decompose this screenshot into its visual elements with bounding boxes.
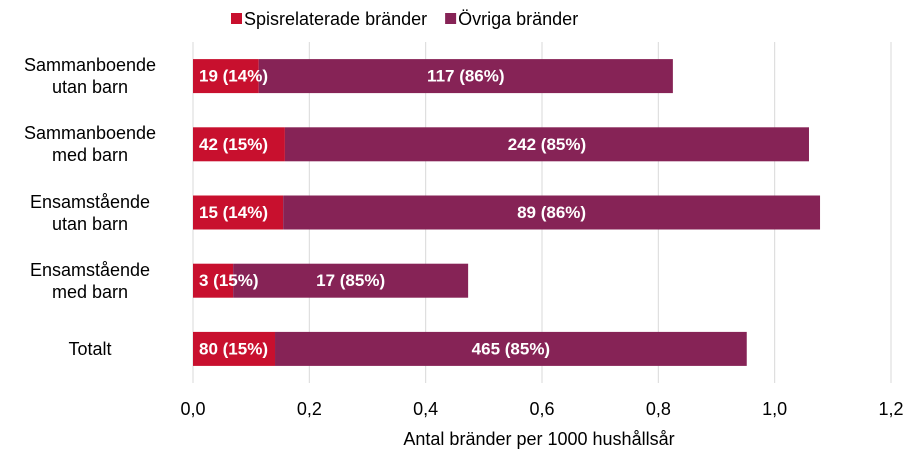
- bar-segment: [284, 127, 809, 162]
- y-tick-label: Totalt: [68, 338, 112, 359]
- x-tick-label: 1,0: [762, 399, 787, 419]
- x-tick-label: 1,2: [878, 399, 903, 419]
- data-label: 3 (15%): [199, 271, 259, 290]
- data-label: 80 (15%): [199, 339, 268, 358]
- legend-label: Spisrelaterade bränder: [244, 9, 427, 29]
- legend-swatch: [231, 13, 242, 24]
- x-tick-label: 0,2: [297, 399, 322, 419]
- data-label: 17 (85%): [316, 271, 385, 290]
- data-label: 19 (14%): [199, 67, 268, 86]
- y-tick-label: Ensamstående med barn: [29, 259, 151, 302]
- bar-segment: [193, 331, 276, 366]
- data-label: 117 (86%): [427, 67, 505, 86]
- x-axis-title: Antal bränder per 1000 hushållsår: [403, 429, 674, 449]
- data-label: 465 (85%): [472, 339, 550, 358]
- data-label: 42 (15%): [199, 135, 268, 154]
- bar-segment: [233, 263, 469, 298]
- bar-segment: [193, 263, 234, 298]
- x-tick-label: 0,8: [646, 399, 671, 419]
- legend-label: Övriga bränder: [458, 9, 578, 29]
- y-tick-label: Ensamstående utan barn: [29, 191, 151, 234]
- bar-segment: [258, 59, 673, 94]
- bar-segment: [275, 331, 747, 366]
- bar-segment: [193, 127, 285, 162]
- x-tick-label: 0,0: [180, 399, 205, 419]
- data-label: 242 (85%): [508, 135, 586, 154]
- y-tick-label: Sammanboende utan barn: [23, 55, 157, 98]
- legend-swatch: [445, 13, 457, 24]
- bar-segment: [193, 59, 259, 94]
- x-tick-label: 0,6: [529, 399, 554, 419]
- y-tick-label: Sammanboende med barn: [23, 123, 157, 166]
- data-label: 15 (14%): [199, 203, 268, 222]
- data-label: 89 (86%): [517, 203, 586, 222]
- bar-segment: [283, 195, 821, 230]
- x-tick-label: 0,4: [413, 399, 438, 419]
- bar-segment: [193, 195, 284, 230]
